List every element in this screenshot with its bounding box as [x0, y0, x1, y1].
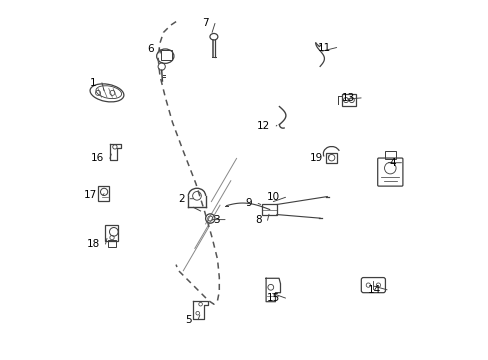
- Bar: [108, 240, 115, 247]
- Bar: [104, 225, 118, 241]
- Text: 11: 11: [317, 42, 330, 53]
- Text: 9: 9: [245, 198, 252, 208]
- Text: 10: 10: [266, 192, 279, 202]
- Text: 2: 2: [178, 194, 184, 204]
- Text: 4: 4: [388, 158, 395, 168]
- Text: 6: 6: [147, 44, 153, 54]
- Bar: [384, 151, 395, 159]
- Text: 18: 18: [86, 239, 100, 249]
- Text: 7: 7: [202, 18, 209, 28]
- Text: 15: 15: [266, 293, 279, 303]
- Bar: [262, 204, 276, 215]
- Bar: [342, 94, 355, 106]
- Text: 8: 8: [255, 215, 261, 225]
- Text: 13: 13: [342, 93, 355, 103]
- Text: 3: 3: [212, 215, 219, 225]
- Text: 14: 14: [367, 285, 381, 295]
- Text: 17: 17: [83, 190, 97, 200]
- Bar: [98, 186, 108, 201]
- Text: 1: 1: [89, 78, 96, 88]
- Text: 12: 12: [257, 121, 270, 131]
- Bar: [325, 153, 337, 163]
- Text: 16: 16: [91, 153, 104, 163]
- Bar: [161, 50, 171, 60]
- Text: 19: 19: [309, 153, 322, 163]
- Text: 5: 5: [185, 315, 192, 325]
